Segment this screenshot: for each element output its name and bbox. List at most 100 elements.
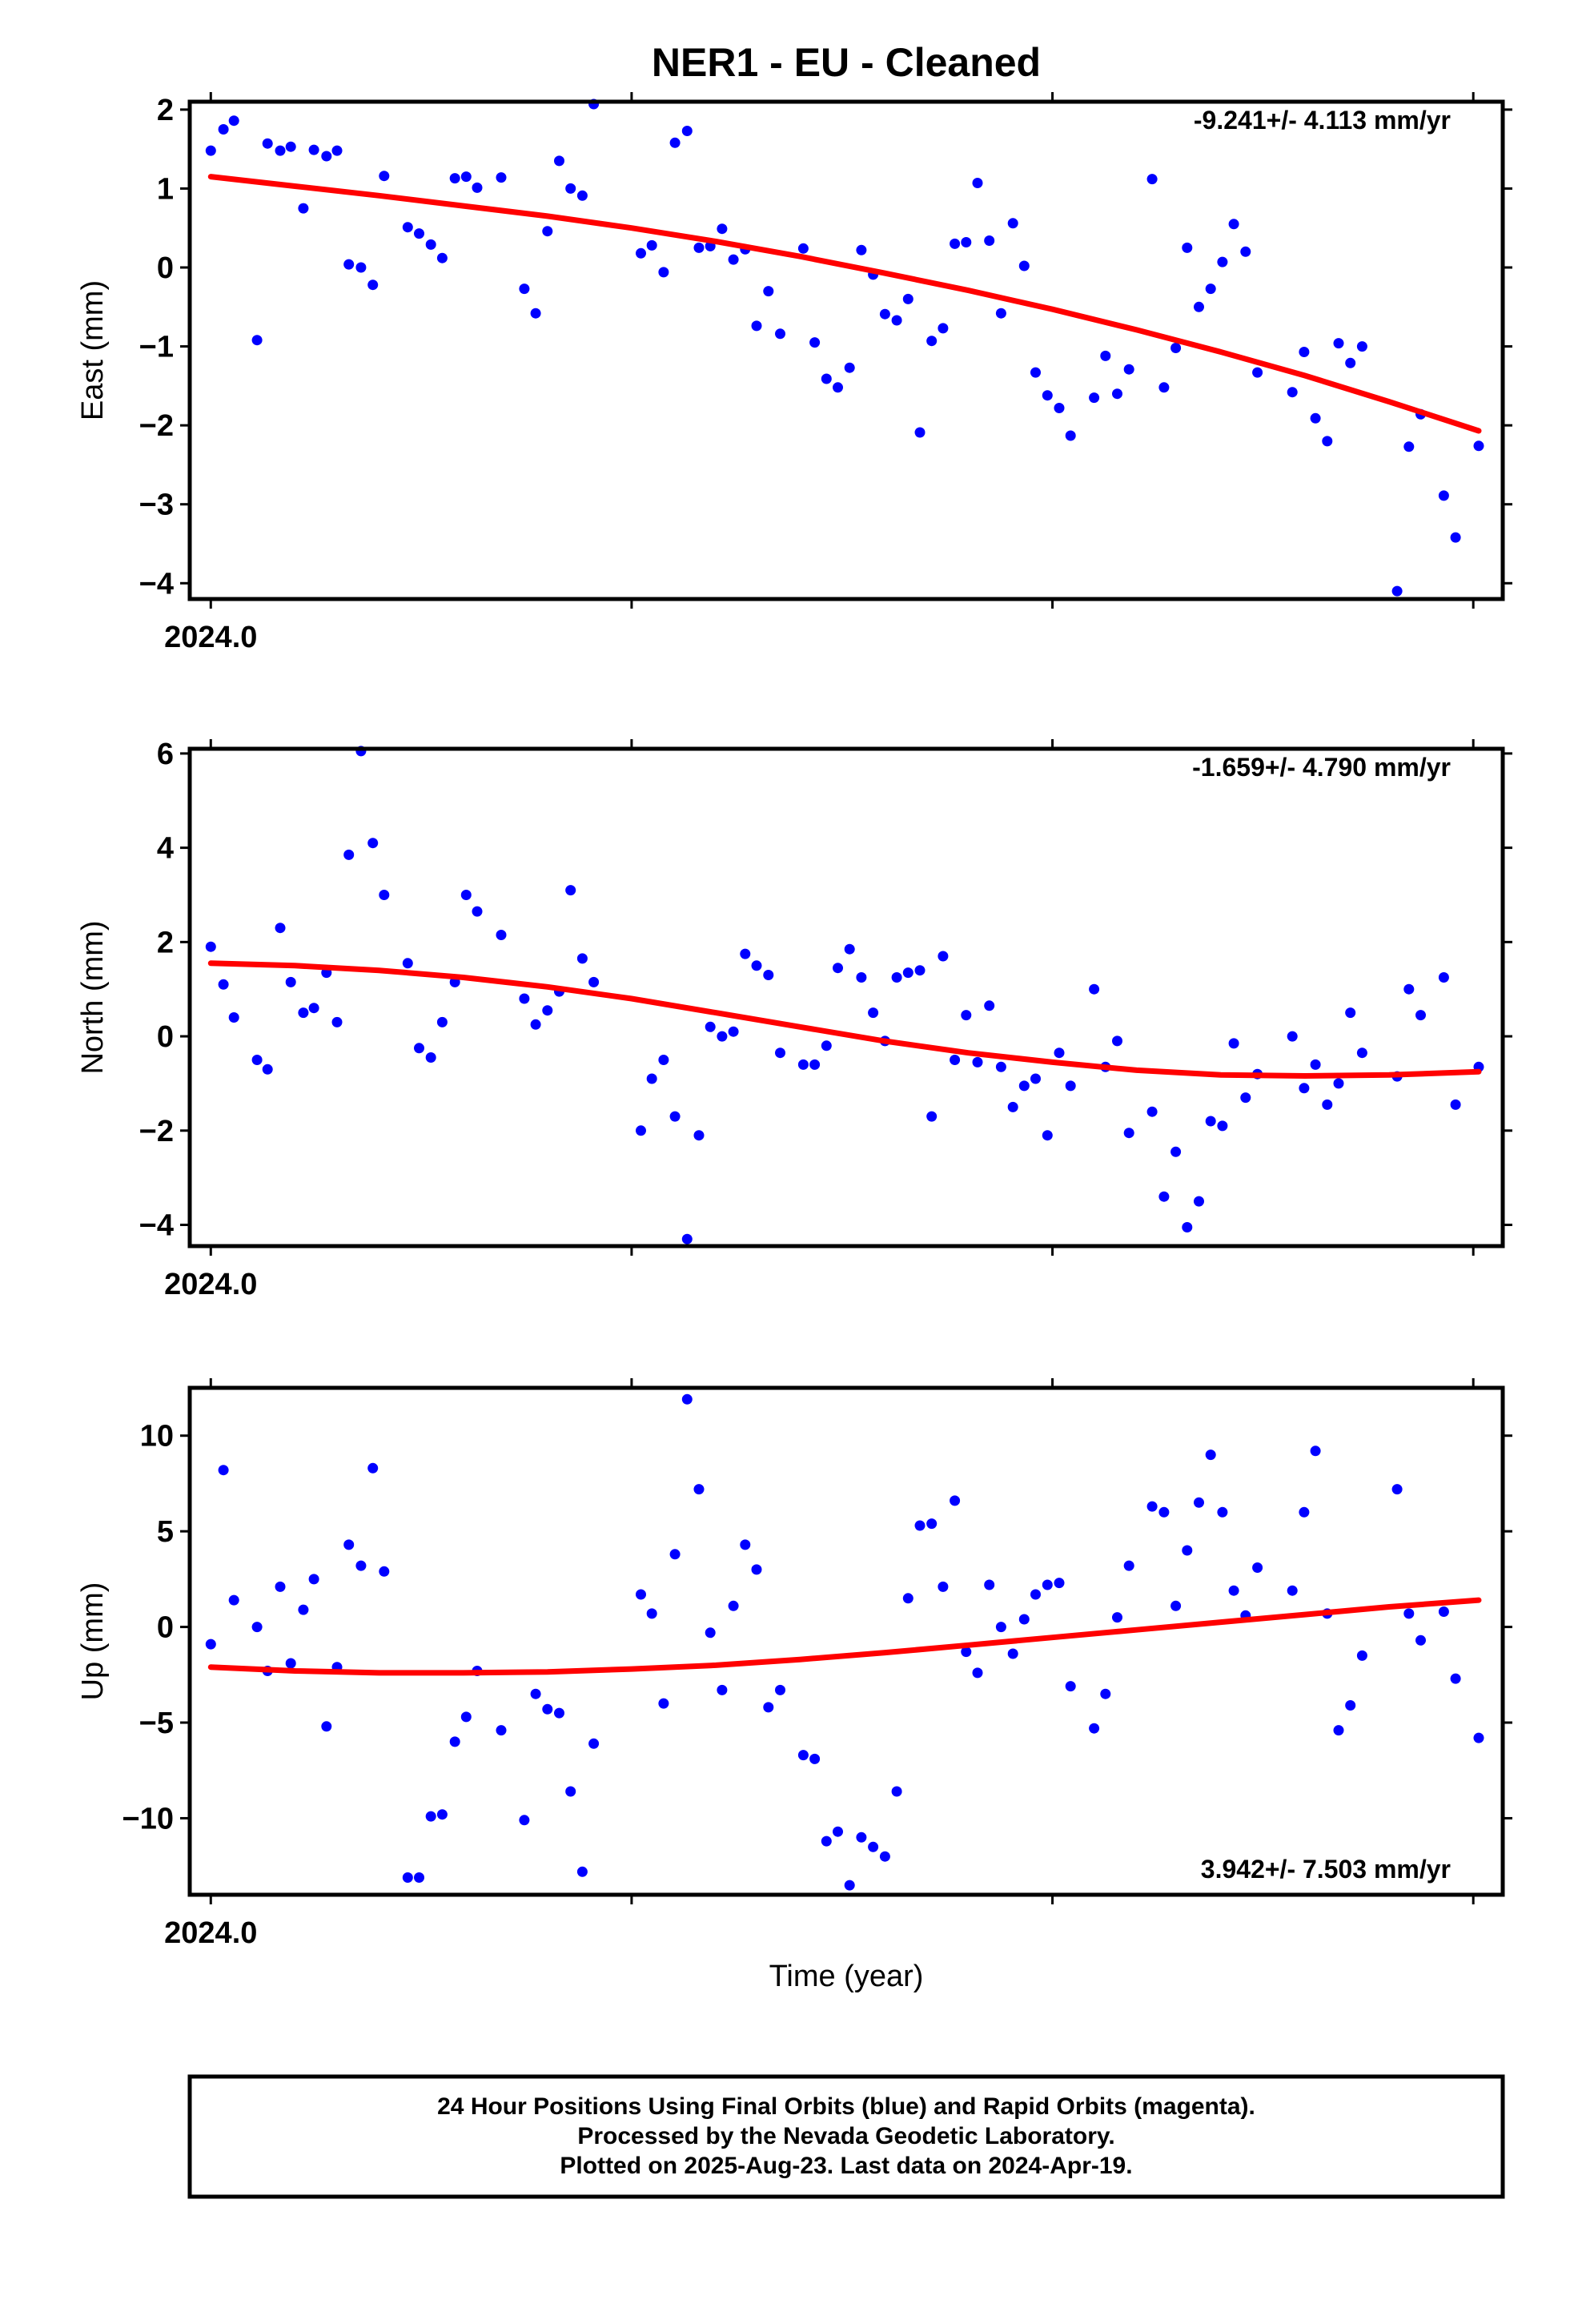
- north-data-point: [1054, 1047, 1065, 1059]
- footer-box: 24 Hour Positions Using Final Orbits (bl…: [187, 2074, 1505, 2199]
- up-data-point: [379, 1566, 390, 1577]
- east-y-tick-label: 0: [157, 251, 174, 285]
- north-data-point: [251, 1055, 263, 1065]
- up-data-point: [1217, 1506, 1228, 1518]
- up-data-point: [972, 1667, 983, 1679]
- north-data-point: [275, 923, 286, 934]
- up-data-point: [961, 1647, 972, 1658]
- east-x-tick-label: 2024.0: [164, 621, 257, 654]
- up-data-point: [809, 1753, 821, 1764]
- up-x-tick-label: 2024.0: [164, 1916, 257, 1950]
- up-data-point: [1473, 1732, 1484, 1743]
- up-data-point: [425, 1811, 436, 1822]
- east-data-point: [251, 335, 263, 346]
- up-data-point: [658, 1698, 669, 1709]
- up-y-tick-label: −10: [122, 1802, 174, 1835]
- north-data-point: [1438, 972, 1449, 983]
- east-y-tick-label: −4: [139, 567, 174, 601]
- up-y-tick-label: 10: [140, 1420, 174, 1454]
- east-data-point: [669, 137, 681, 148]
- north-data-point: [414, 1043, 424, 1054]
- up-data-point: [355, 1560, 367, 1571]
- east-data-point: [1391, 585, 1403, 597]
- east-data-point: [1322, 436, 1333, 447]
- footer-line-3: Plotted on 2025-Aug-23. Last data on 202…: [560, 2153, 1132, 2179]
- north-data-point: [681, 1233, 693, 1244]
- up-data-point: [436, 1809, 448, 1820]
- east-data-point: [554, 155, 564, 167]
- east-data-point: [1194, 301, 1204, 312]
- east-data-point: [436, 252, 448, 263]
- up-data-point: [763, 1702, 774, 1713]
- up-data-point: [1112, 1612, 1122, 1623]
- north-data-point: [763, 970, 774, 980]
- up-data-point: [1170, 1600, 1182, 1611]
- x-axis-label: Time (year): [769, 1960, 924, 1993]
- east-data-point: [218, 124, 229, 135]
- up-data-point: [1415, 1634, 1426, 1646]
- north-data-point: [797, 1059, 809, 1070]
- east-data-point: [542, 226, 553, 237]
- north-data-point: [565, 885, 576, 896]
- north-data-point: [1194, 1196, 1204, 1207]
- up-data-point: [554, 1707, 564, 1719]
- north-data-point: [1170, 1146, 1182, 1157]
- up-data-point: [1287, 1585, 1298, 1596]
- up-data-point: [402, 1872, 413, 1883]
- north-data-point: [856, 972, 867, 983]
- east-data-point: [321, 151, 332, 162]
- east-trend-line: [207, 174, 1482, 434]
- east-data-point: [425, 239, 436, 250]
- east-y-tick-label: −3: [139, 489, 174, 522]
- up-data-point: [1356, 1650, 1367, 1661]
- east-rate-label: -9.241+/- 4.113 mm/yr: [1194, 106, 1451, 135]
- up-data-point: [636, 1589, 646, 1600]
- east-data-point: [519, 283, 530, 295]
- north-data-point: [1310, 1059, 1321, 1070]
- east-y-axis-label: East (mm): [76, 280, 110, 420]
- up-data-point: [797, 1750, 809, 1761]
- up-data-point: [565, 1786, 576, 1797]
- north-data-point: [1018, 1080, 1030, 1092]
- up-data-point: [298, 1604, 309, 1615]
- east-data-point: [1170, 343, 1182, 353]
- east-data-point: [379, 171, 390, 182]
- up-data-point: [1018, 1614, 1030, 1625]
- east-y-tick-label: 1: [157, 172, 174, 206]
- up-data-point: [868, 1841, 879, 1852]
- north-data-point: [460, 890, 472, 900]
- east-data-point: [914, 427, 926, 438]
- up-trend-line: [207, 1597, 1482, 1676]
- east-data-point: [205, 145, 216, 156]
- east-data-point: [262, 138, 273, 149]
- north-data-point: [891, 972, 902, 983]
- up-data-point: [728, 1600, 739, 1611]
- north-x-tick-label: 2024.0: [164, 1268, 257, 1301]
- east-data-point: [331, 145, 343, 156]
- east-data-point: [891, 315, 902, 326]
- north-data-point: [530, 1019, 541, 1030]
- east-data-point: [646, 239, 657, 251]
- north-data-point: [1299, 1083, 1310, 1094]
- east-data-point: [1123, 364, 1134, 375]
- east-data-point: [367, 279, 379, 291]
- east-data-point: [972, 178, 983, 188]
- up-data-point: [646, 1608, 657, 1619]
- north-data-point: [693, 1130, 705, 1141]
- east-data-point: [728, 254, 739, 265]
- east-data-point: [1299, 347, 1310, 357]
- north-data-point: [1217, 1120, 1228, 1132]
- east-data-point: [1042, 390, 1053, 401]
- east-data-point: [1065, 430, 1076, 441]
- north-data-point: [705, 1021, 716, 1032]
- north-y-tick-label: −4: [139, 1209, 174, 1243]
- east-data-point: [228, 115, 239, 127]
- east-data-point: [1054, 403, 1065, 413]
- up-data-point: [681, 1393, 693, 1405]
- east-data-point: [1450, 532, 1461, 543]
- north-data-point: [1356, 1047, 1367, 1059]
- up-data-point: [1100, 1688, 1111, 1699]
- north-data-point: [1287, 1031, 1298, 1042]
- east-data-point: [1018, 260, 1030, 271]
- north-data-point: [844, 943, 855, 955]
